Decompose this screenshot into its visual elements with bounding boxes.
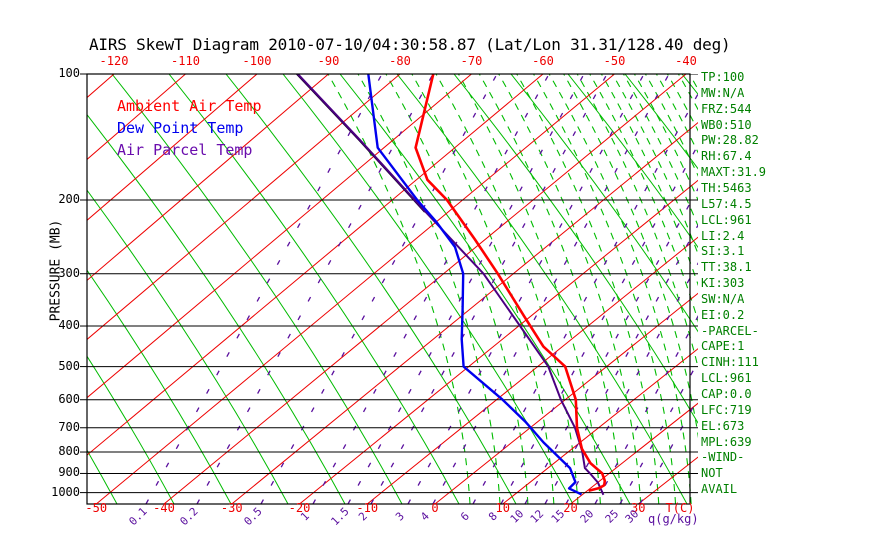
info-panel-line: MW:N/A: [701, 85, 745, 100]
sounding-curves: [295, 74, 607, 496]
pressure-tick-label: 800: [58, 444, 80, 459]
bottom-temp-tick-label: -30: [220, 501, 243, 515]
info-panel-line: FRZ:544: [701, 101, 752, 116]
air-parcel-temp-curve: [297, 74, 605, 496]
bottom-temp-tick-label: 10: [495, 501, 510, 515]
temp-unit-label: T(C): [665, 501, 695, 515]
info-panel-line: -WIND-: [701, 450, 745, 465]
info-panel-line: TP:100: [701, 70, 745, 84]
info-panel-line: PW:28.82: [701, 133, 759, 148]
bottom-temp-tick-label: 20: [563, 501, 578, 515]
isobar-lines: [87, 74, 698, 494]
info-panel-line: AVAIL: [701, 482, 738, 497]
bottom-temp-tick-label: 0: [431, 501, 439, 515]
info-panel-line: CINH:111: [701, 355, 759, 370]
info-panel-line: EI:0.2: [701, 307, 745, 322]
top-temp-tick-label: -40: [675, 54, 697, 68]
top-temp-tick-label: -80: [389, 54, 411, 68]
pressure-tick-label: 900: [58, 465, 80, 480]
pressure-tick-label: 600: [58, 391, 80, 406]
top-temp-tick-label: -100: [242, 54, 272, 68]
info-panel-line: WB0:510: [701, 117, 752, 132]
page-title: AIRS SkewT Diagram 2010-07-10/04:30:58.8…: [89, 35, 731, 54]
bottom-temp-tick-label: -50: [85, 501, 108, 515]
top-temp-tick-label: -70: [460, 54, 483, 68]
info-panel-line: TT:38.1: [701, 260, 752, 275]
info-panel-line: LI:2.4: [701, 228, 745, 243]
pressure-tick-label: 100: [58, 66, 80, 80]
pressure-tick-label: 200: [58, 192, 80, 206]
pressure-tick-label: 400: [58, 318, 80, 333]
info-panel-line: MPL:639: [701, 434, 752, 449]
legend-dew-point-temp: Dew Point Temp: [117, 119, 244, 137]
parcel-upper-dark-line: [295, 74, 425, 213]
info-panel-line: SI:3.1: [701, 244, 745, 259]
info-panel-line: L57:4.5: [701, 196, 752, 211]
isotherm-lines: [87, 74, 698, 504]
info-panel-line: SW:N/A: [701, 291, 745, 306]
info-panel-line: LCL:961: [701, 371, 752, 386]
top-temp-tick-label: -120: [99, 54, 129, 68]
pressure-tick-label: 500: [58, 358, 80, 373]
bottom-temp-tick-label: -20: [288, 501, 311, 515]
info-panel-line: TH:5463: [701, 180, 752, 195]
info-panel-line: RH:67.4: [701, 149, 752, 164]
mixing-ratio-unit-label: q(g/kg): [648, 512, 699, 526]
top-temp-tick-label: -110: [171, 54, 200, 68]
legend-air-parcel-temp: Air Parcel Temp: [117, 141, 253, 159]
info-panel-line: MAXT:31.9: [701, 165, 767, 180]
pressure-tick-label: 300: [58, 265, 80, 280]
ambient-air-temp-curve: [414, 74, 607, 493]
bottom-temp-tick-label: -10: [356, 501, 379, 515]
bottom-temp-tick-label: 30: [631, 501, 646, 515]
bottom-temp-tick-label: -40: [153, 501, 175, 515]
moist-adiabat-lines: [327, 74, 698, 504]
legend-ambient-air-temp: Ambient Air Temp: [117, 97, 262, 115]
info-panel-line: CAPE:1: [701, 339, 745, 354]
info-panel-line: EL:673: [701, 418, 745, 433]
dry-adiabat-lines: [87, 74, 698, 504]
info-panel-line: LFC:719: [701, 402, 752, 417]
pressure-tick-label: 700: [58, 419, 80, 434]
info-panel-line: LCL:961: [701, 212, 752, 227]
info-panel-line: NOT: [701, 466, 723, 481]
top-temp-tick-label: -60: [532, 54, 554, 68]
dew-point-temp-curve: [367, 74, 583, 496]
info-panel-line: KI:303: [701, 276, 745, 291]
pressure-tick-label: 1000: [51, 484, 80, 499]
info-panel-line: CAP:0.0: [701, 387, 752, 401]
plot-frame: [80, 73, 691, 505]
info-panel-line: -PARCEL-: [701, 323, 759, 338]
top-temp-tick-label: -90: [317, 54, 340, 68]
top-temp-tick-label: -50: [603, 54, 626, 68]
